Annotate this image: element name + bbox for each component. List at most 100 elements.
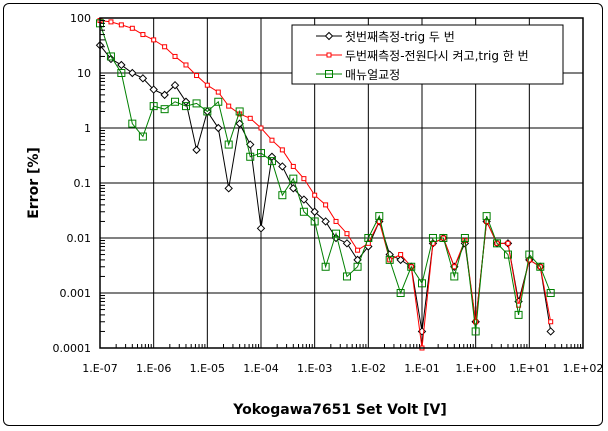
data-point [321,217,330,226]
data-point [257,149,265,158]
data-point [278,191,287,200]
data-point [396,289,405,297]
data-point [289,174,298,183]
series-line [99,23,552,332]
data-point [310,207,319,216]
series-1 [95,41,555,336]
data-point [224,140,233,149]
data-point [192,145,201,155]
data-point [514,310,523,319]
x-tick-label: 1.E-01 [404,362,439,375]
data-point [183,62,189,68]
y-axis-title: Error [%] [26,147,42,219]
x-tick-label: 1.E+00 [455,362,496,375]
data-point [269,137,275,143]
legend-label: 매뉴얼교정 [345,68,400,82]
x-tick-label: 1.E-02 [351,362,386,375]
data-point [471,327,480,336]
x-tick-label: 1.E+02 [563,362,604,375]
data-point [128,119,137,128]
data-point [310,217,319,226]
data-point [267,152,277,161]
data-point [493,239,502,248]
data-point [323,202,329,208]
data-point [451,264,457,270]
legend-label: 두번째측정-전원다시 켜고,trig 한 번 [345,49,529,63]
data-point [333,218,339,224]
data-point [546,289,555,297]
data-point [548,319,554,325]
data-point [342,272,351,281]
plot-area [99,17,584,349]
data-point [192,99,201,108]
data-point [473,319,479,325]
data-point [256,224,266,233]
data-point [344,231,350,237]
tick-layer: 1.E-07 1.E-06 1.E-05 1.E-04 1.E-03 1.E-02 1.E-… [53,12,604,375]
data-point [160,105,169,114]
data-point [503,250,512,259]
data-point [138,132,147,141]
data-point [246,140,255,149]
data-point [450,272,459,281]
data-point [171,97,180,106]
x-tick-label: 1.E-06 [136,362,171,375]
x-tick-label: 1.E-03 [297,362,332,375]
data-point [181,102,190,111]
data-point [194,73,200,79]
y-tick-label: 1 [84,122,91,135]
data-point [117,60,126,70]
data-point [246,152,255,161]
data-point [106,54,116,64]
x-tick-label: 1.E-05 [190,362,225,375]
data-point [290,163,296,169]
data-point [299,207,308,216]
data-point [353,262,362,271]
data-point [301,176,307,182]
data-point [129,25,135,31]
data-point [247,115,253,121]
data-point [108,19,114,25]
y-tick-label: 0.01 [67,232,92,245]
data-point [214,123,223,133]
data-point [398,252,404,258]
data-point [118,22,124,28]
data-point [321,262,330,271]
data-point [117,69,126,77]
data-point [279,147,285,153]
data-point [385,255,394,264]
data-point [235,107,244,116]
data-point [375,212,384,221]
data-point [149,102,158,111]
series-3 [96,19,555,336]
data-point [203,107,212,116]
data-point [407,262,416,271]
x-tick-label: 1.E+01 [509,362,550,375]
y-tick-label: 0.0001 [53,342,92,355]
data-point [151,37,157,43]
data-point [342,239,352,248]
data-point [332,229,341,238]
data-point [162,44,168,50]
data-point [258,125,264,131]
data-point [278,162,287,171]
legend-marker [326,52,332,58]
data-point [226,103,232,109]
x-tick-label: 1.E-04 [243,362,278,375]
data-point [299,195,309,204]
data-point [204,82,210,88]
data-point [214,97,223,106]
data-point [546,327,555,336]
data-point [140,32,146,38]
y-tick-label: 100 [70,12,91,25]
legend-label: 첫번째측정-trig 두 번 [345,30,455,44]
data-point [505,240,511,246]
data-point [482,212,491,221]
y-tick-label: 10 [77,67,91,80]
data-point [172,53,178,59]
data-point [149,85,158,94]
series-layer [95,18,555,351]
legend-marker [324,31,334,41]
